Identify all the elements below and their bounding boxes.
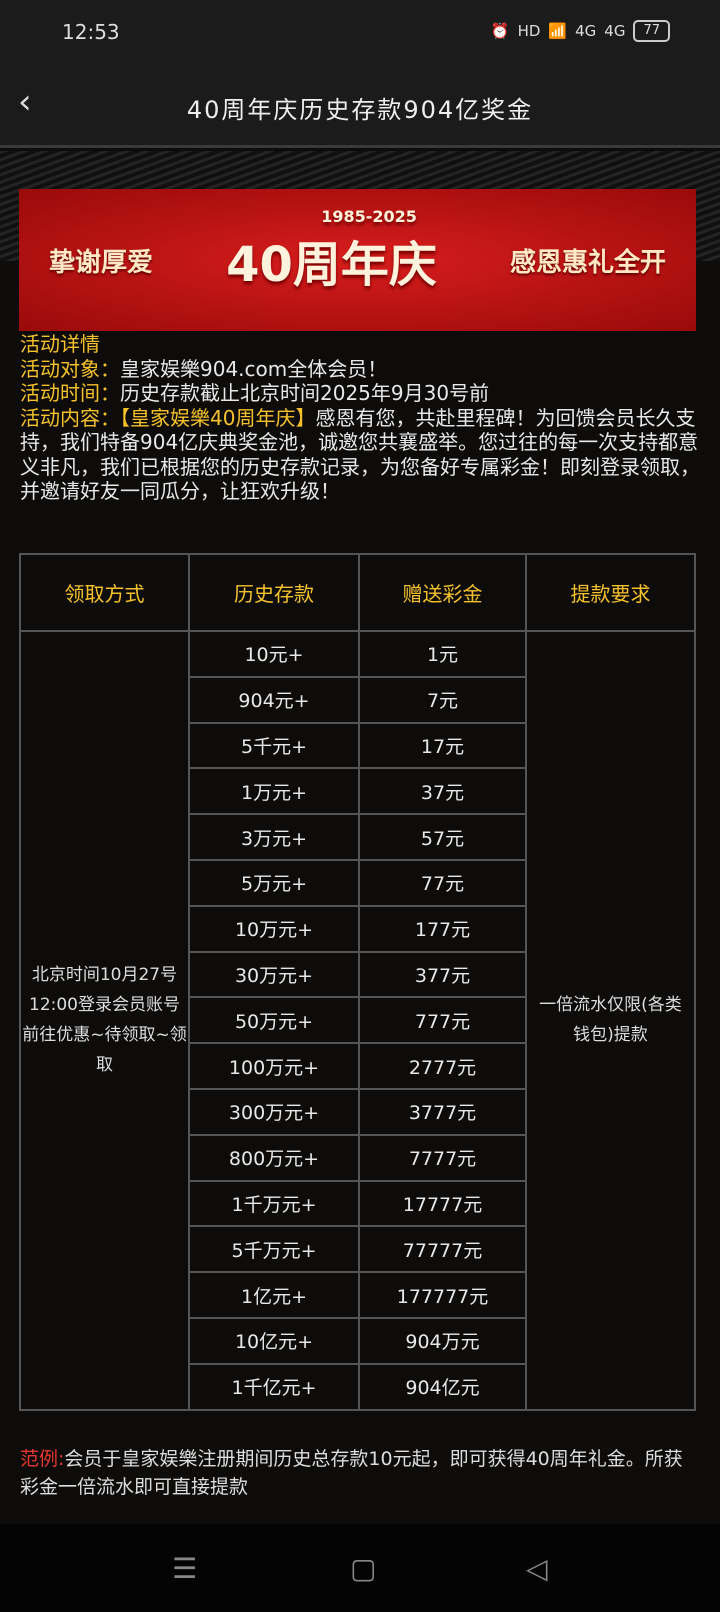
deposit-cell: 10元+ [188, 630, 360, 678]
bonus-cell: 777元 [358, 996, 527, 1045]
bonus-cell: 3777元 [358, 1087, 527, 1136]
table-row: 30万元+ 377元 [20, 950, 695, 999]
time-value: 历史存款截止北京时间2025年9月30号前 [120, 381, 490, 405]
table-row: 3万元+ 57元 [20, 813, 695, 861]
bonus-cell: 177777元 [358, 1271, 527, 1319]
deposit-cell: 5千元+ [188, 721, 360, 770]
table-row: 5万元+ 77元 [20, 858, 695, 907]
signal-icon: 4G [575, 22, 597, 40]
bonus-cell: 2777元 [358, 1042, 527, 1090]
deposit-cell: 1万元+ [188, 767, 360, 816]
activity-details: 活动详情 活动对象：皇家娱樂904.com全体会员！ 活动时间：历史存款截止北京… [20, 332, 700, 504]
banner-right-text: 感恩惠礼全开 [509, 247, 666, 278]
table-row: 50万元+ 777元 [20, 996, 695, 1045]
deposit-cell: 5千万元+ [188, 1225, 360, 1274]
table-row: 5千万元+ 77777元 [20, 1225, 695, 1274]
bonus-cell: 77777元 [358, 1225, 527, 1274]
page-title: 40周年庆历史存款904亿奖金 [186, 96, 534, 124]
table-row: 10万元+ 177元 [20, 904, 695, 953]
wifi-icon: 📶 [548, 22, 568, 40]
withdraw-requirement-cell: 一倍流水仅限(各类钱包)提款 [525, 630, 696, 1411]
table-row: 300万元+ 3777元 [20, 1087, 695, 1136]
claim-method-cell: 北京时间10月27号12:00登录会员账号前往优惠~待领取~领取 [19, 630, 190, 1411]
promo-banner: 挚谢厚爱 1985-2025 40周年庆 感恩惠礼全开 [19, 189, 696, 331]
table-row: 800万元+ 7777元 [20, 1133, 695, 1182]
note-label: 范例: [20, 1448, 65, 1470]
column-header: 赠送彩金 [358, 553, 527, 632]
deposit-cell: 3万元+ [188, 813, 360, 861]
deposit-cell: 100万元+ [188, 1042, 360, 1090]
target-label: 活动对象： [20, 356, 120, 381]
deposit-cell: 300万元+ [188, 1087, 360, 1136]
details-heading: 活动详情 [20, 332, 100, 356]
reward-table: 领取方式 历史存款 赠送彩金 提款要求 北京时间10月27号12:00登录会员账号前往… [19, 553, 696, 1411]
banner-years: 1985-2025 [321, 207, 417, 226]
back-button[interactable]: ‹ [18, 82, 32, 122]
status-bar: 12:53 ⏰ HD 📶 4G 4G 77 [0, 0, 720, 62]
column-header: 历史存款 [188, 553, 360, 632]
deposit-cell: 10万元+ [188, 904, 360, 953]
table-row: 10亿元+ 904万元 [20, 1316, 695, 1365]
bonus-cell: 37元 [358, 767, 527, 816]
table-row: 100万元+ 2777元 [20, 1042, 695, 1090]
bonus-cell: 17元 [358, 721, 527, 770]
example-note: 范例:会员于皇家娱樂注册期间历史总存款10元起，即可获得40周年礼金。所获彩金一… [20, 1445, 700, 1501]
alarm-icon: ⏰ [490, 22, 510, 40]
bonus-cell: 77元 [358, 858, 527, 907]
banner-main: 1985-2025 40周年庆 [226, 207, 437, 295]
banner-main-text: 40周年庆 [226, 237, 437, 293]
deposit-cell: 1千亿元+ [188, 1362, 360, 1411]
bonus-cell: 904万元 [358, 1316, 527, 1365]
menu-icon[interactable]: ☰ [172, 1552, 198, 1585]
bonus-cell: 904亿元 [358, 1362, 527, 1411]
battery-icon: 77 [633, 20, 670, 42]
deposit-cell: 1亿元+ [188, 1271, 360, 1319]
column-header: 领取方式 [19, 553, 190, 632]
bonus-cell: 7777元 [358, 1133, 527, 1182]
bonus-cell: 7元 [358, 675, 527, 724]
table-row: 1千万元+ 17777元 [20, 1179, 695, 1228]
note-text: 会员于皇家娱樂注册期间历史总存款10元起，即可获得40周年礼金。所获彩金一倍流水… [20, 1448, 683, 1498]
bonus-cell: 17777元 [358, 1179, 527, 1228]
clock: 12:53 [62, 20, 120, 44]
table-row: 904元+ 7元 [20, 675, 695, 724]
deposit-cell: 10亿元+ [188, 1316, 360, 1365]
deposit-cell: 50万元+ [188, 996, 360, 1045]
bonus-cell: 377元 [358, 950, 527, 999]
banner-left-text: 挚谢厚爱 [49, 247, 154, 278]
bonus-cell: 57元 [358, 813, 527, 861]
content-highlight: 【皇家娱樂40周年庆】 [120, 405, 316, 430]
table-row: 1亿元+ 177777元 [20, 1271, 695, 1319]
hd-icon: HD [517, 22, 541, 40]
deposit-cell: 800万元+ [188, 1133, 360, 1182]
target-value: 皇家娱樂904.com全体会员！ [120, 356, 388, 381]
app-header: ‹ 40周年庆历史存款904亿奖金 [0, 62, 720, 148]
table-row: 5千元+ 17元 [20, 721, 695, 770]
column-header: 提款要求 [525, 553, 696, 632]
content-value: 感恩有您，共赴里程碑！为回馈会员长久支持，我们特备904亿庆典奖金池，诚邀您共襄… [20, 405, 700, 504]
deposit-cell: 30万元+ [188, 950, 360, 999]
bonus-cell: 177元 [358, 904, 527, 953]
deposit-cell: 5万元+ [188, 858, 360, 907]
back-nav-icon[interactable]: ◁ [526, 1552, 548, 1585]
table-row: 北京时间10月27号12:00登录会员账号前往优惠~待领取~领取 10元+ 1元 一倍… [19, 630, 696, 1411]
bonus-cell: 1元 [358, 630, 527, 678]
home-icon[interactable]: ▢ [350, 1552, 377, 1585]
deposit-cell: 904元+ [188, 675, 360, 724]
table-row: 1万元+ 37元 [20, 767, 695, 816]
time-label: 活动时间： [20, 381, 120, 405]
table-row: 1千亿元+ 904亿元 [20, 1362, 695, 1411]
content-label: 活动内容： [20, 405, 120, 430]
system-nav-bar: ☰ ▢ ◁ [0, 1524, 720, 1612]
signal-icon-2: 4G [604, 22, 626, 40]
deposit-cell: 1千万元+ [188, 1179, 360, 1228]
